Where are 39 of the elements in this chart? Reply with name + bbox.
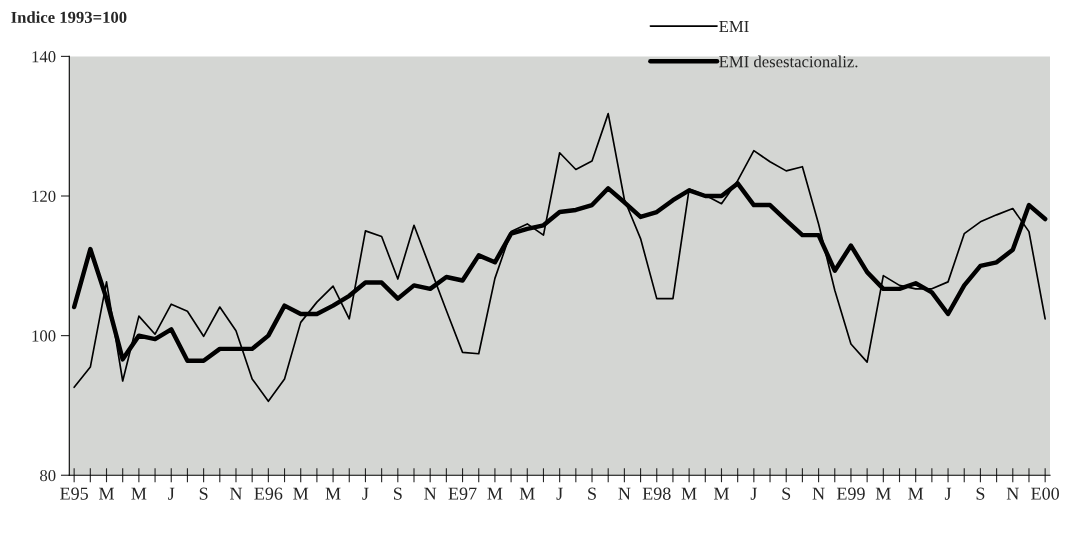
x-tick-label: N [812,487,825,500]
x-tick-label: E96 [254,487,283,500]
x-tick-label: N [1006,487,1019,500]
x-tick-label: N [229,487,243,500]
x-tick-label: E00 [1031,487,1060,500]
line-series [73,112,1046,403]
x-tick-label: J [168,487,175,500]
x-tick-label: M [487,487,503,500]
x-tick-label: M [131,487,147,500]
x-tick-label: E97 [448,487,477,500]
x-tick-label: S [394,487,402,500]
x-tick-label: N [618,487,631,500]
x-tick-label: M [325,487,341,500]
y-tick-label: 140 [32,51,56,63]
x-tick-label: E99 [836,487,865,500]
y-tick-label: 120 [32,190,56,202]
x-tick-label: E98 [642,487,671,500]
y-tick-label: 80 [40,469,56,482]
x-tick-label: M [293,487,309,500]
x-tick-label: S [588,487,596,500]
x-tick-label: S [199,487,208,500]
x-tick-label: M [519,487,535,500]
x-tick-label: N [424,487,437,500]
x-tick-label: M [681,487,697,500]
x-tick-label: J [362,487,369,500]
chart-title: Indice 1993=100 [11,11,127,23]
legend-label: EMI [719,21,749,32]
x-tick-label: J [944,487,952,500]
x-tick-label: M [713,487,729,500]
x-tick-label: E95 [60,487,88,500]
x-tick-label: M [875,487,891,500]
x-tick-label: S [976,487,985,500]
legend-label: EMI desestacionaliz. [719,55,858,68]
x-tick-label: M [908,487,924,500]
x-tick-label: M [99,487,115,500]
x-tick-label: J [556,487,563,500]
x-tick-label: S [782,487,791,500]
y-tick-label: 100 [32,330,56,342]
x-tick-label: J [750,487,757,500]
